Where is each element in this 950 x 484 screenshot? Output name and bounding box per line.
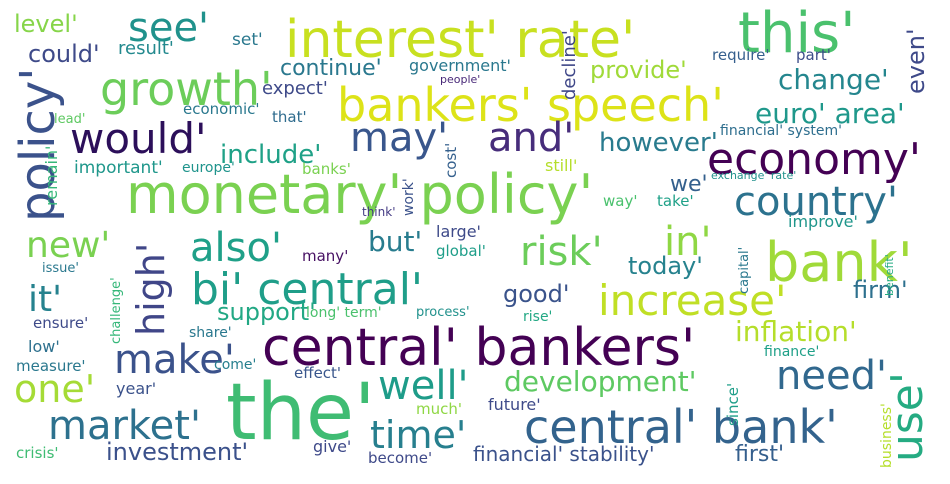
cloud-word: inflation' [735, 315, 857, 348]
cloud-word: result' [118, 38, 174, 59]
cloud-word: monetary' policy' [126, 163, 594, 226]
cloud-word: economic' [183, 100, 260, 118]
cloud-word: since' [724, 382, 742, 426]
cloud-word: euro' area' [755, 97, 905, 130]
cloud-word: include' [220, 140, 322, 170]
cloud-word: capital' [737, 246, 752, 294]
cloud-word: make' [114, 337, 235, 383]
cloud-word: economy' [707, 134, 921, 185]
cloud-word: it' [28, 279, 63, 320]
cloud-word: one' [14, 367, 96, 411]
cloud-word: firm' [853, 276, 908, 304]
cloud-word: development' [504, 365, 697, 398]
cloud-word: may' [350, 115, 449, 161]
cloud-word: business' [879, 403, 895, 468]
cloud-word: the' [226, 368, 376, 458]
cloud-word: high' [129, 242, 173, 336]
cloud-word: interest' rate' [285, 10, 636, 70]
cloud-word: new' [26, 225, 111, 266]
cloud-word: remain' [42, 145, 61, 206]
cloud-word: set' [232, 30, 263, 50]
cloud-word: bankers' speech' [337, 78, 724, 132]
cloud-word: benefit' [883, 254, 896, 296]
cloud-word: growth' [100, 62, 273, 116]
cloud-word: issue' [42, 261, 79, 276]
cloud-word: way' [603, 192, 638, 210]
cloud-word: share' [189, 325, 232, 341]
cloud-word: crisis' [16, 444, 59, 462]
cloud-word: change' [778, 63, 889, 96]
cloud-word: large' [436, 222, 481, 241]
cloud-word: central' bank' [524, 400, 838, 454]
cloud-word: improve' [788, 212, 858, 231]
cloud-word: bank' [765, 231, 913, 294]
cloud-word: also' [190, 225, 282, 271]
cloud-word: and' [488, 115, 575, 161]
cloud-word: that' [272, 108, 307, 126]
cloud-word: need' [776, 353, 887, 399]
cloud-word: rise' [523, 309, 553, 325]
cloud-word: long' term' [306, 305, 382, 321]
cloud-word: still' [545, 156, 578, 175]
cloud-word: many' [302, 247, 349, 265]
cloud-word: investment' [106, 438, 249, 466]
cloud-word: today' [628, 252, 703, 280]
cloud-word: take' [657, 192, 694, 210]
cloud-word: increase' [598, 276, 787, 325]
cloud-word: financial' stability' [473, 442, 655, 466]
cloud-word: support' [217, 298, 316, 326]
cloud-word: come' [214, 357, 257, 373]
cloud-word: risk' [520, 229, 603, 275]
cloud-word: financial' system' [720, 123, 842, 139]
cloud-word: but' [368, 225, 423, 258]
cloud-word: continue' [280, 56, 382, 81]
cloud-word: important' [74, 158, 163, 178]
cloud-word: cost' [442, 142, 460, 178]
cloud-word: work' [401, 178, 417, 216]
cloud-word: challenge' [109, 277, 124, 344]
cloud-word: become' [368, 449, 433, 467]
cloud-word: finance' [764, 344, 820, 360]
cloud-word: much' [416, 400, 462, 418]
cloud-word: people' [440, 73, 481, 86]
cloud-word: low' [28, 337, 60, 356]
cloud-word: country' [734, 179, 898, 225]
cloud-word: lead' [54, 112, 86, 127]
cloud-word: government' [409, 56, 511, 75]
cloud-word: effect' [294, 364, 342, 382]
cloud-word: central' bankers' [262, 318, 696, 378]
cloud-word: good' [503, 280, 570, 308]
cloud-word: require' [712, 46, 770, 64]
cloud-word: process' [416, 305, 470, 320]
cloud-word: decline' [559, 30, 580, 100]
cloud-word: expect' [262, 78, 328, 99]
cloud-word: bi' central' [191, 264, 424, 315]
cloud-word: banks' [302, 160, 351, 178]
cloud-word: give' [313, 437, 352, 456]
cloud-word: could' [28, 40, 100, 68]
cloud-word: exchange' rate' [711, 169, 797, 182]
cloud-word: however' [599, 128, 718, 158]
cloud-word: even' [902, 28, 930, 94]
cloud-word: measure' [16, 357, 86, 375]
cloud-word: europe' [182, 160, 235, 176]
cloud-word: market' [48, 403, 201, 449]
cloud-word: future' [488, 395, 541, 414]
cloud-word: we' [670, 172, 708, 197]
cloud-word: would' [70, 114, 207, 163]
cloud-word: first' [735, 442, 785, 467]
cloud-word: in' [664, 219, 712, 265]
cloud-word: well' [378, 363, 469, 409]
cloud-word: part' [796, 46, 831, 64]
cloud-word: time' [370, 413, 467, 457]
cloud-word: think' [362, 205, 396, 219]
cloud-word: level' [14, 10, 78, 38]
cloud-word: ensure' [33, 314, 89, 332]
cloud-word: year' [116, 379, 157, 398]
cloud-word: see' [128, 5, 210, 51]
cloud-word: provide' [590, 56, 687, 84]
cloud-word: global' [436, 242, 486, 260]
cloud-word: this' [738, 1, 856, 66]
